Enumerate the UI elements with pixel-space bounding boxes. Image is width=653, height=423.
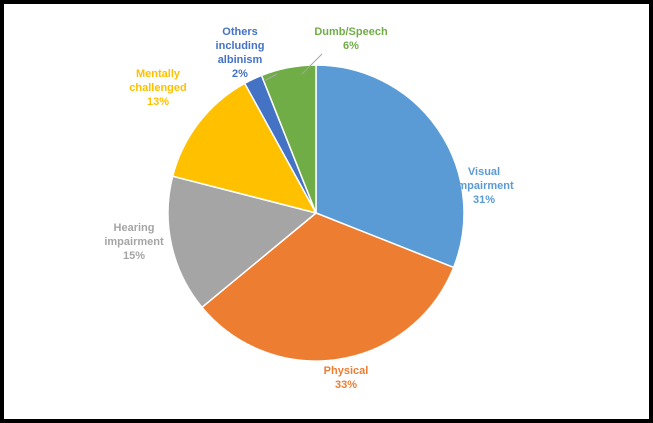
pie-slice: [167, 175, 318, 309]
leader-line: [263, 73, 278, 82]
slice-value-label: 31%: [473, 194, 495, 206]
outer-frame: Visual impairment 31% Physical 33% Hearing imp…: [4, 4, 649, 419]
slice-name-label: Dumb/Speech: [314, 26, 388, 38]
slice-label: Visual impairment 31%: [454, 166, 514, 206]
slice-value-label: 2%: [232, 68, 248, 80]
slice-name-label: challenged: [129, 82, 186, 94]
leader-lines: [263, 53, 323, 82]
slice-name-label: Visual: [468, 166, 500, 178]
slice-labels: Visual impairment 31% Physical 33% Hearing imp…: [104, 26, 514, 391]
slice-label: Mentally challenged 13%: [129, 68, 186, 108]
slice-name-label: Physical: [324, 365, 369, 377]
chart-area: Visual impairment 31% Physical 33% Hearing imp…: [40, 18, 592, 403]
slice-value-label: 13%: [147, 96, 169, 108]
slice-value-label: 33%: [335, 379, 357, 391]
slice-name-label: including: [216, 40, 265, 52]
slice-label: Dumb/Speech 6%: [314, 26, 388, 52]
slice-label: Hearing impairment 15%: [104, 222, 164, 262]
slice-label: Physical 33%: [324, 365, 369, 391]
pie-slice: [171, 82, 318, 215]
pie-slices: [167, 64, 465, 362]
leader-line: [301, 53, 323, 75]
slice-name-label: albinism: [218, 54, 263, 66]
slice-value-label: 15%: [123, 250, 145, 262]
slice-name-label: Hearing: [114, 222, 155, 234]
pie-slice: [315, 64, 465, 269]
slice-label: Others including albinism 2%: [216, 26, 265, 80]
slice-name-label: Mentally: [136, 68, 181, 80]
slice-name-label: Others: [222, 26, 257, 38]
slice-value-label: 6%: [343, 40, 359, 52]
pie-chart: Visual impairment 31% Physical 33% Hearing imp…: [104, 26, 514, 391]
slice-name-label: impairment: [454, 180, 514, 192]
pie-slice: [260, 64, 317, 214]
slice-name-label: impairment: [104, 236, 164, 248]
pie-slice: [200, 212, 455, 362]
